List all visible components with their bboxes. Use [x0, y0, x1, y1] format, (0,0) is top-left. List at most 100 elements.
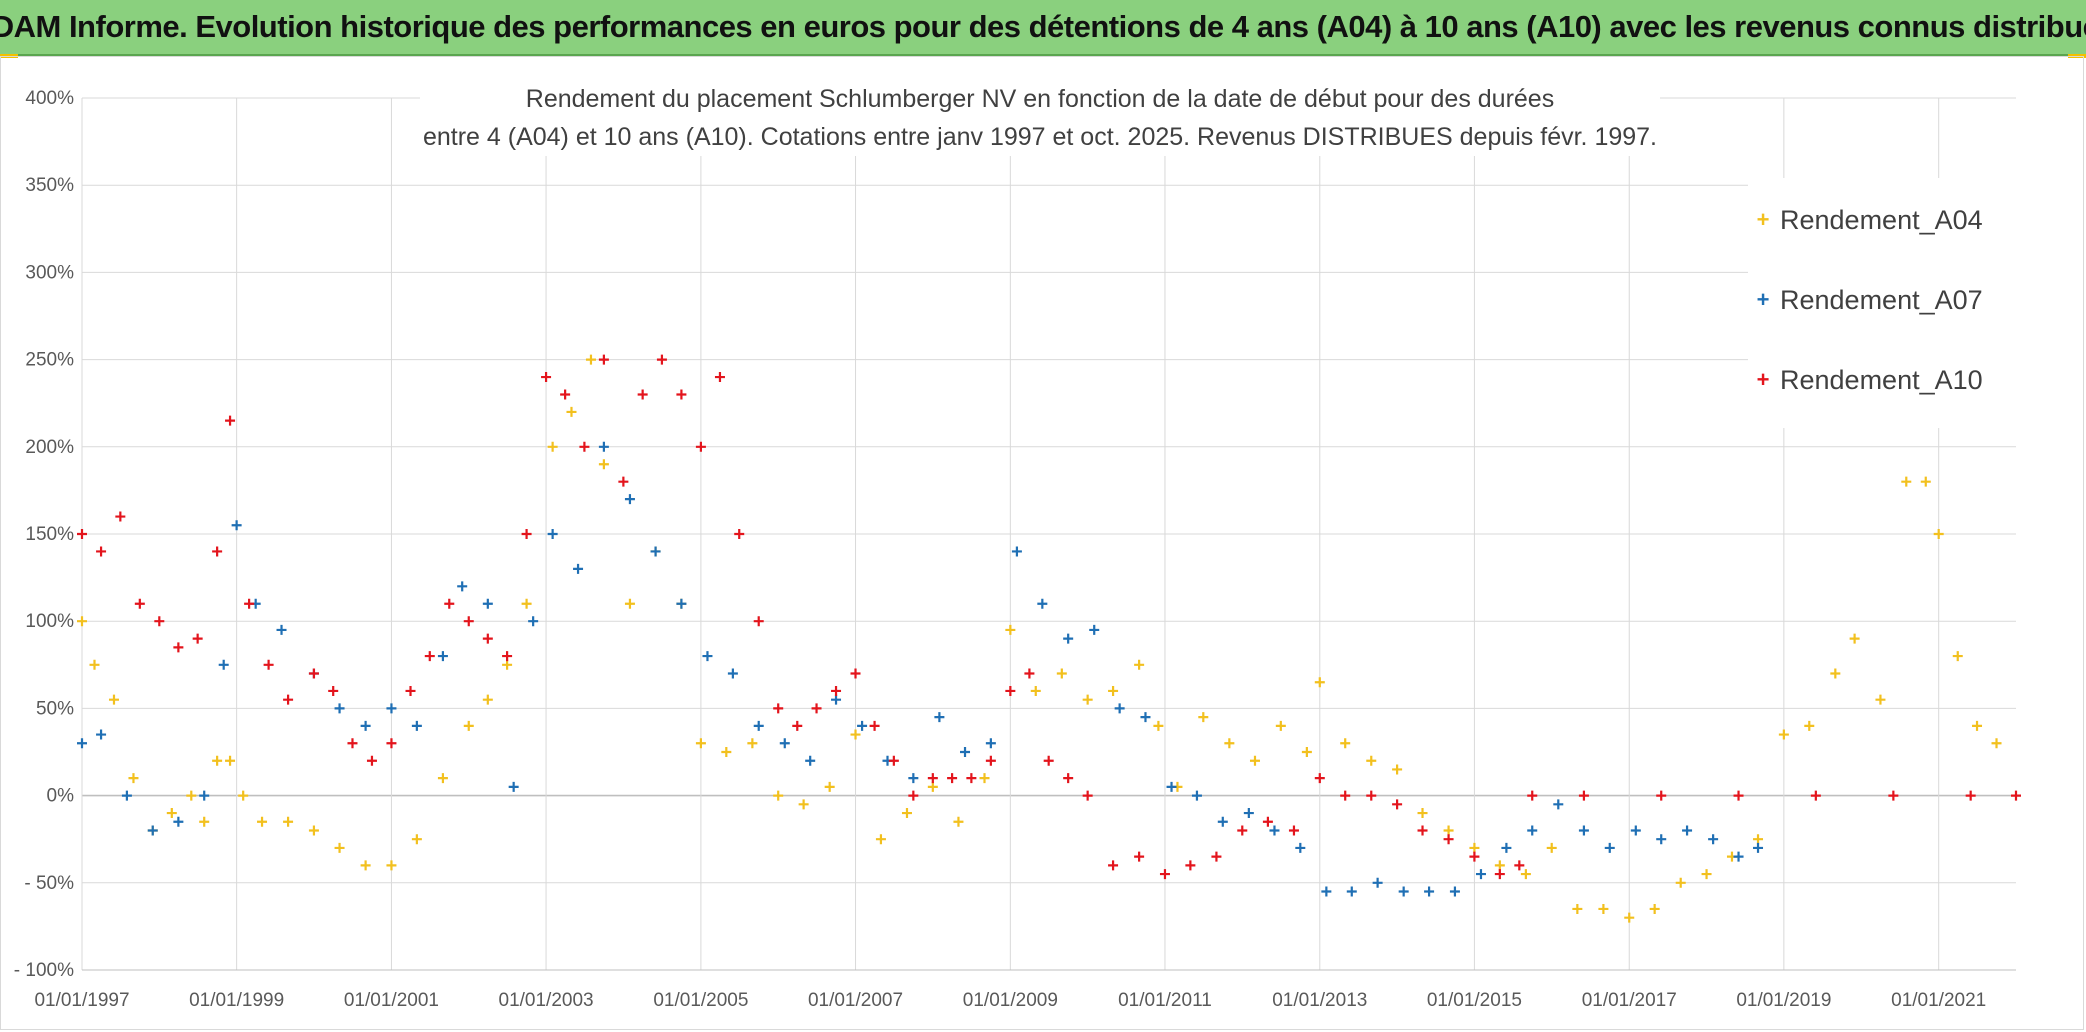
data-point	[1134, 851, 1145, 862]
data-point	[831, 685, 842, 696]
data-point	[386, 738, 397, 749]
data-point	[598, 354, 609, 365]
x-tick-label: 01/01/2017	[1582, 990, 1677, 1011]
x-tick-label: 01/01/2001	[344, 990, 439, 1011]
data-point	[734, 529, 745, 539]
data-point	[573, 563, 584, 574]
series-Rendement_A10	[77, 354, 2021, 880]
data-point	[154, 616, 165, 627]
data-point	[966, 773, 977, 784]
data-point	[1301, 747, 1312, 757]
data-point	[121, 790, 132, 801]
data-point	[560, 389, 571, 400]
data-point	[1475, 869, 1486, 880]
data-point	[721, 747, 732, 757]
data-point	[1682, 825, 1693, 836]
data-point	[1804, 720, 1815, 731]
data-point	[547, 529, 558, 539]
data-point	[901, 808, 912, 819]
y-tick-label: 150%	[25, 524, 74, 545]
grid-lines	[81, 97, 2016, 971]
data-point	[173, 816, 184, 827]
data-point	[585, 354, 596, 365]
data-point	[1314, 677, 1325, 688]
data-point	[283, 816, 294, 827]
data-point	[1366, 755, 1377, 766]
data-point	[1043, 755, 1054, 766]
data-point	[424, 651, 435, 662]
data-point	[77, 616, 87, 627]
data-point	[1443, 825, 1454, 836]
legend-item-a10: + Rendement_A10	[1752, 360, 1983, 400]
data-point	[624, 598, 635, 609]
data-point	[1578, 825, 1589, 836]
data-point	[1082, 694, 1093, 705]
data-point	[276, 624, 287, 635]
data-point	[792, 720, 803, 731]
data-point	[1920, 476, 1931, 487]
data-point	[1082, 790, 1093, 801]
data-point	[482, 694, 493, 705]
data-point	[238, 790, 249, 801]
data-point	[192, 633, 203, 644]
data-point	[502, 651, 513, 662]
chart-title-line-1: Rendement du placement Schlumberger NV e…	[525, 85, 1555, 113]
data-point	[463, 616, 474, 627]
data-point	[1424, 886, 1435, 897]
y-tick-label: 200%	[25, 437, 74, 458]
data-point	[347, 738, 358, 749]
data-point	[457, 581, 468, 592]
data-point	[1108, 860, 1119, 871]
data-point	[960, 747, 971, 757]
data-point	[1553, 799, 1564, 810]
data-point	[528, 616, 539, 627]
legend-item-a07: + Rendement_A07	[1752, 280, 1983, 320]
data-point	[1952, 651, 1963, 662]
chart-title: Rendement du placement Schlumberger NV e…	[420, 80, 1660, 156]
data-point	[824, 781, 835, 792]
legend-label-a04: Rendement_A04	[1780, 204, 1983, 235]
data-point	[1198, 712, 1209, 723]
data-point	[411, 834, 422, 845]
y-tick-label: - 50%	[24, 873, 74, 894]
data-point	[637, 389, 648, 400]
data-point	[727, 668, 738, 679]
data-point	[334, 842, 345, 853]
data-point	[1340, 790, 1351, 801]
data-point	[186, 790, 197, 801]
x-axis-ticks: 01/01/1997 01/01/1999 01/01/2001 01/01/2003…	[34, 990, 1986, 1011]
x-tick-label: 01/01/2021	[1891, 990, 1986, 1011]
data-point	[1624, 912, 1635, 923]
data-point	[779, 738, 790, 749]
data-point	[115, 511, 126, 522]
chart-title-line-2: entre 4 (A04) et 10 ans (A10). Cotations…	[422, 123, 1658, 151]
data-point	[934, 712, 945, 723]
data-point	[108, 694, 119, 705]
data-point	[541, 372, 552, 383]
y-tick-label: 50%	[36, 698, 74, 719]
data-point	[1314, 773, 1325, 784]
data-point	[1630, 825, 1641, 836]
x-tick-label: 01/01/2009	[963, 990, 1058, 1011]
data-point	[89, 659, 100, 670]
legend: + Rendement_A04 + Rendement_A07 + Rendem…	[1748, 178, 2016, 428]
x-tick-label: 01/01/1999	[189, 990, 284, 1011]
data-point	[166, 808, 177, 819]
data-point	[1346, 886, 1357, 897]
data-point	[1656, 790, 1667, 801]
data-point	[1114, 703, 1125, 714]
data-point	[502, 659, 513, 670]
data-point	[437, 773, 448, 784]
data-point	[521, 598, 532, 609]
data-point	[77, 529, 87, 539]
data-point	[1089, 624, 1100, 635]
data-point	[979, 773, 990, 784]
data-point	[96, 546, 107, 557]
data-point	[1134, 659, 1145, 670]
data-point	[360, 720, 371, 731]
data-point	[1598, 903, 1609, 914]
data-point	[857, 720, 868, 731]
data-point	[334, 703, 345, 714]
data-point	[521, 529, 532, 539]
data-point	[1321, 886, 1332, 897]
